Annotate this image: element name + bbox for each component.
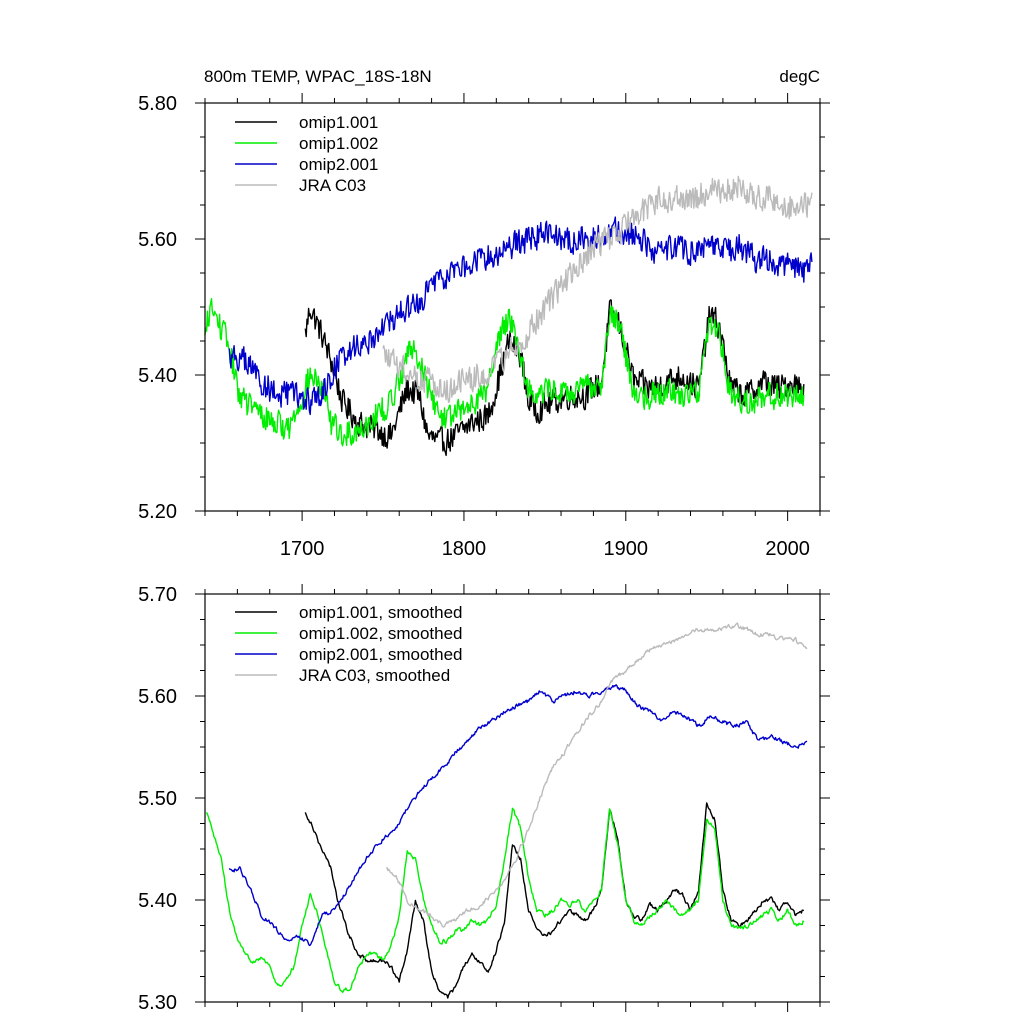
y-tick-label: 5.50: [138, 788, 177, 810]
series-line-3: [228, 684, 808, 947]
legend-label-4: JRA C03, smoothed: [299, 666, 450, 685]
series-line-4: [385, 622, 808, 928]
y-tick-label: 5.40: [138, 365, 177, 387]
legend-label-1: omip1.001: [299, 113, 378, 132]
y-tick-label: 5.20: [138, 501, 177, 523]
top-axes: 1700 1800 1900 2000 5.20 5.40 5.60 5.80: [138, 93, 830, 560]
plot-frame: [204, 102, 821, 512]
x-tick-label: 1700: [280, 538, 325, 560]
y-tick-label: 5.30: [138, 992, 177, 1014]
series-line-2: [205, 807, 805, 994]
series-line-3: [228, 216, 813, 416]
y-tick-label: 5.60: [138, 229, 177, 251]
top-legend: omip1.001 omip1.002 omip2.001 JRA C03: [235, 113, 378, 195]
legend-label-3: omip2.001: [299, 155, 378, 174]
legend-label-4: JRA C03: [299, 176, 366, 195]
bottom-legend: omip1.001, smoothed omip1.002, smoothed om…: [235, 603, 463, 685]
top-chart-title: 800m TEMP, WPAC_18S-18N: [204, 67, 432, 86]
x-tick-label: 2000: [765, 538, 810, 560]
legend-label-3: omip2.001, smoothed: [299, 645, 463, 664]
legend-label-2: omip1.002, smoothed: [299, 624, 463, 643]
y-tick-label: 5.80: [138, 93, 177, 115]
y-tick-label: 5.60: [138, 686, 177, 708]
bottom-axes: 5.30 5.40 5.50 5.60 5.70: [138, 584, 830, 1014]
y-tick-label: 5.40: [138, 890, 177, 912]
bottom-panel: 5.30 5.40 5.50 5.60 5.70 omip1.001, smoothed…: [138, 584, 830, 1014]
x-tick-label: 1900: [604, 538, 649, 560]
bottom-series-layer: [205, 622, 808, 999]
top-series-layer: [204, 175, 813, 457]
plot-frame: [204, 593, 821, 1003]
x-tick-label: 1800: [442, 538, 487, 560]
legend-label-2: omip1.002: [299, 134, 378, 153]
top-panel: 800m TEMP, WPAC_18S-18N degC 1700 1800 190…: [138, 67, 830, 560]
y-tick-label: 5.70: [138, 584, 177, 606]
top-chart-units: degC: [779, 67, 820, 86]
series-line-1: [304, 802, 805, 999]
series-line-2: [204, 298, 805, 447]
legend-label-1: omip1.001, smoothed: [299, 603, 463, 622]
series-line-4: [382, 175, 813, 403]
